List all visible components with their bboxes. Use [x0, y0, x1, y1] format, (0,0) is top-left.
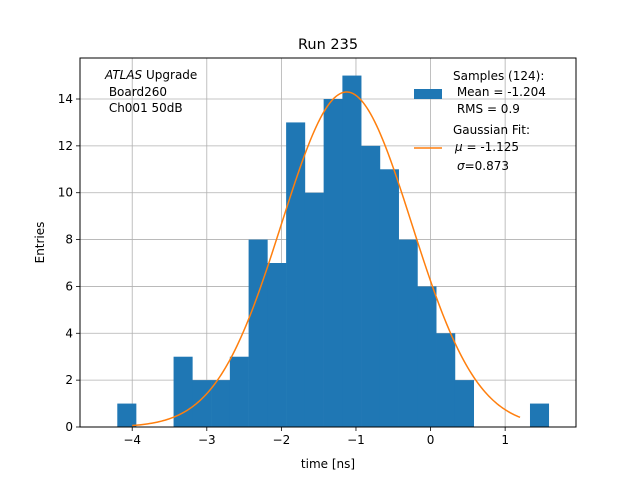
histogram-bar: [361, 145, 381, 427]
y-tick-label: 8: [65, 233, 73, 247]
y-axis-label: Entries: [33, 222, 47, 264]
chart-title: Run 235: [298, 37, 358, 53]
legend-fit-sigma-symbol: σ: [457, 159, 465, 173]
channel-label: Ch001 50dB: [105, 101, 183, 115]
x-tick-label: −3: [198, 433, 216, 447]
histogram-bar: [286, 122, 306, 427]
plot-frame: [79, 57, 577, 428]
board-label: Board260: [105, 85, 167, 99]
y-tick-label: 6: [65, 279, 73, 293]
atlas-label: ATLAS: [104, 68, 143, 82]
x-axis-ticks: −4 −3 −2 −1 0 1: [123, 427, 509, 447]
svg-text:σ=0.873: σ=0.873: [457, 159, 509, 173]
y-tick-label: 10: [58, 186, 73, 200]
histogram-bar: [323, 99, 343, 427]
histogram-bar: [117, 403, 137, 427]
x-tick-label: −4: [123, 433, 141, 447]
y-tick-label: 12: [58, 139, 73, 153]
svg-text:μ = -1.125: μ = -1.125: [454, 140, 519, 154]
histogram-bar: [398, 239, 418, 427]
legend-fit-mu-value: = -1.125: [463, 140, 519, 154]
histogram-bar: [529, 403, 550, 427]
legend-samples-rms: RMS = 0.9: [453, 102, 520, 116]
x-axis-label: time [ns]: [301, 457, 355, 471]
histogram-bar: [211, 380, 231, 427]
histogram-bar: [454, 380, 475, 427]
histogram-bar: [229, 356, 249, 427]
histogram-bar: [417, 286, 437, 427]
legend-fit-sigma-value: =0.873: [465, 159, 509, 173]
y-tick-label: 2: [65, 373, 73, 387]
legend-samples-title: Samples (124):: [453, 69, 544, 83]
x-tick-label: −2: [273, 433, 291, 447]
legend-samples-mean: Mean = -1.204: [453, 85, 546, 99]
y-tick-label: 0: [65, 420, 73, 434]
legend: Samples (124): Mean = -1.204 RMS = 0.9 G…: [414, 69, 546, 173]
histogram-bar: [379, 169, 399, 428]
x-tick-label: −1: [347, 433, 365, 447]
legend-samples-swatch: [414, 89, 442, 99]
x-tick-label: 1: [501, 433, 509, 447]
histogram-bar: [342, 75, 362, 428]
svg-text:ATLAS Upgrade: ATLAS Upgrade: [104, 68, 197, 82]
y-tick-label: 14: [58, 92, 73, 106]
histogram-bars: [117, 75, 550, 428]
gaussian-fit-curve: [132, 91, 521, 427]
upgrade-label: Upgrade: [142, 68, 197, 82]
atlas-annotation: ATLAS Upgrade Board260 Ch001 50dB: [104, 68, 197, 115]
x-tick-label: 0: [427, 433, 435, 447]
legend-fit-mu-symbol: μ: [454, 140, 463, 154]
histogram-bar: [267, 263, 287, 427]
legend-fit-title: Gaussian Fit:: [453, 123, 530, 137]
histogram-bar: [436, 333, 456, 427]
histogram-bar: [192, 380, 212, 427]
y-axis-ticks: 0 2 4 6 8 10 12 14: [58, 92, 80, 434]
histogram-bar: [304, 192, 324, 427]
y-tick-label: 4: [65, 326, 73, 340]
histogram-bar: [248, 239, 268, 427]
